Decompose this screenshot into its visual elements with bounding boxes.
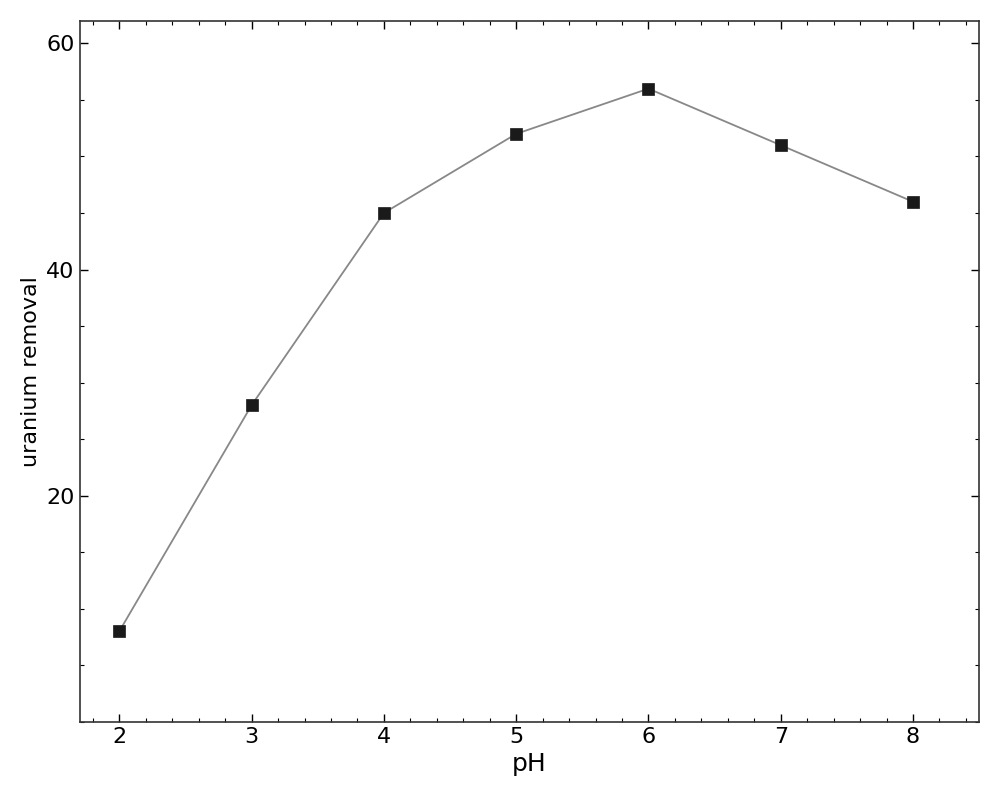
X-axis label: pH: pH [512,752,547,776]
Y-axis label: uranium removal: uranium removal [21,276,41,467]
